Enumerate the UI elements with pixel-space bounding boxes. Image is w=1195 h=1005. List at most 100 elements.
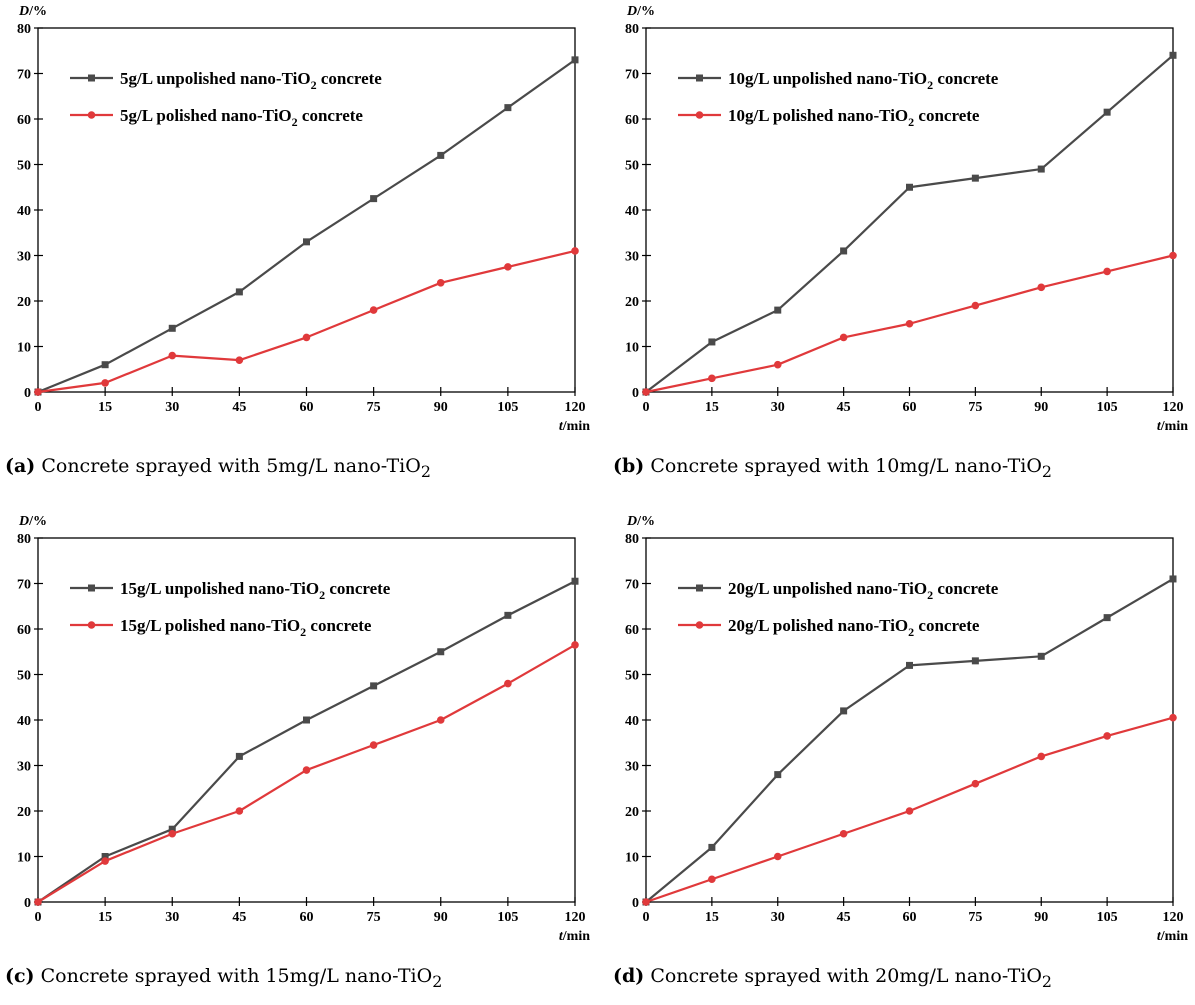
data-point-square: [370, 195, 378, 203]
caption-a: (a) Concrete sprayed with 5mg/L nano-TiO…: [5, 455, 431, 481]
data-point-circle: [101, 379, 109, 387]
x-tick-label: 30: [771, 400, 785, 415]
y-tick-label: 10: [17, 851, 31, 866]
legend-marker-square: [88, 74, 95, 82]
y-tick-label: 10: [17, 341, 31, 356]
x-tick-label: 75: [367, 400, 381, 415]
legend-label: 5g/L unpolished nano-TiO2 concrete: [120, 69, 382, 92]
chart-panel-c: 0 10 20 30 40 50 60 70 80 0 15 30 45 60 75 90 105 120 D/% t…: [0, 510, 597, 1005]
y-tick-label: 20: [625, 805, 639, 820]
data-point-square: [971, 174, 979, 182]
y-tick-label: 50: [17, 669, 31, 684]
x-axis-title-var: t: [1157, 929, 1162, 944]
y-axis-title: D/%: [626, 514, 655, 529]
x-tick-label: 15: [98, 910, 112, 925]
x-tick-label: 90: [1034, 910, 1048, 925]
data-point-square: [1037, 652, 1045, 660]
data-point-circle: [773, 360, 782, 369]
x-tick-label: 105: [497, 910, 518, 925]
data-point-square: [235, 288, 243, 296]
caption-subscript: 2: [420, 461, 431, 481]
data-point-circle: [436, 279, 445, 287]
y-tick-label: 30: [17, 760, 31, 775]
data-point-circle: [168, 829, 177, 838]
y-tick-label: 70: [17, 578, 31, 593]
data-point-square: [774, 306, 782, 314]
y-axis-title-var: D: [18, 4, 29, 19]
data-point-square: [571, 56, 579, 64]
x-tick-label: 90: [434, 910, 448, 925]
series-line: [37, 249, 576, 394]
data-point-square: [370, 682, 378, 690]
data-point-circle: [1037, 752, 1046, 761]
legend-label-tail: concrete: [914, 616, 980, 635]
data-point-square: [303, 716, 310, 724]
x-tick-label: 90: [1034, 400, 1048, 415]
y-tick-label: 40: [17, 714, 31, 729]
x-axis-title: t/min: [1157, 929, 1188, 944]
data-point-circle: [708, 374, 716, 383]
legend-label-tail: concrete: [317, 69, 383, 88]
y-axis-title-var: D: [18, 514, 29, 529]
y-tick-label: 50: [625, 669, 639, 684]
x-axis-title-var: t: [559, 419, 564, 434]
y-tick-label: 30: [17, 250, 31, 265]
legend-label: 20g/L unpolished nano-TiO2 concrete: [728, 579, 999, 602]
x-tick-label: 75: [968, 910, 982, 925]
y-axis-title-unit: /%: [28, 4, 47, 19]
legend-label: 15g/L unpolished nano-TiO2 concrete: [120, 579, 391, 602]
data-point-circle: [773, 852, 782, 861]
data-point-circle: [571, 247, 579, 255]
x-tick-label: 75: [367, 910, 381, 925]
data-point-square: [571, 577, 579, 585]
legend-label-tail: concrete: [298, 106, 364, 125]
data-point-circle: [1037, 283, 1046, 292]
caption-text: Concrete sprayed with 5mg/L nano-TiO: [41, 455, 421, 477]
y-axis-title-unit: /%: [636, 514, 655, 529]
y-tick-label: 70: [17, 68, 31, 83]
legend-label-main: 20g/L polished nano-TiO: [728, 616, 908, 635]
y-tick-label: 60: [625, 113, 639, 128]
data-point-circle: [1103, 732, 1111, 740]
data-point-circle: [504, 679, 512, 688]
y-tick-label: 50: [17, 159, 31, 174]
y-tick-label: 40: [17, 204, 31, 219]
x-axis-title-var: t: [1157, 419, 1162, 434]
data-point-square: [906, 183, 913, 191]
data-point-circle: [839, 333, 848, 342]
data-point-circle: [1169, 713, 1177, 722]
caption-text: Concrete sprayed with 15mg/L nano-TiO: [40, 965, 433, 987]
legend-marker-square: [696, 584, 703, 592]
legend-label-main: 20g/L unpolished nano-TiO: [728, 579, 927, 598]
legend-label-subscript: 2: [311, 78, 317, 92]
data-point-circle: [369, 306, 378, 314]
data-point-circle: [571, 641, 579, 649]
chart-panel-b: 0 10 20 30 40 50 60 70 80 0 15 30 45 60 75 90 105 120 D/% t…: [608, 0, 1195, 495]
series-line: [645, 54, 1174, 393]
y-axis-title-unit: /%: [636, 4, 655, 19]
data-point-square: [235, 752, 243, 760]
legend-label-subscript: 2: [908, 625, 914, 639]
x-tick-label: 45: [837, 400, 851, 415]
data-point-circle: [971, 779, 980, 788]
legend-label-main: 10g/L polished nano-TiO: [728, 106, 908, 125]
caption-d: (d) Concrete sprayed with 20mg/L nano-Ti…: [613, 965, 1052, 991]
legend-marker-square: [696, 74, 703, 82]
x-tick-label: 15: [705, 400, 719, 415]
data-point-circle: [235, 807, 244, 815]
y-tick-label: 60: [17, 113, 31, 128]
x-tick-label: 120: [565, 400, 586, 415]
x-tick-label: 105: [1097, 910, 1118, 925]
x-axis-title: t/min: [559, 929, 590, 944]
data-point-square: [101, 853, 109, 860]
y-tick-label: 40: [625, 714, 639, 729]
data-point-circle: [504, 263, 512, 271]
x-axis-title-unit: /min: [562, 929, 590, 944]
y-tick-label: 0: [24, 896, 31, 911]
data-point-square: [1103, 614, 1111, 622]
x-tick-label: 60: [300, 910, 314, 925]
chart-svg-d: 0 10 20 30 40 50 60 70 80 0 15 30 45 60 75 90 105 120 D/% t…: [625, 514, 1188, 944]
data-point-square: [840, 247, 848, 255]
y-tick-label: 30: [625, 250, 639, 265]
y-tick-label: 20: [625, 295, 639, 310]
